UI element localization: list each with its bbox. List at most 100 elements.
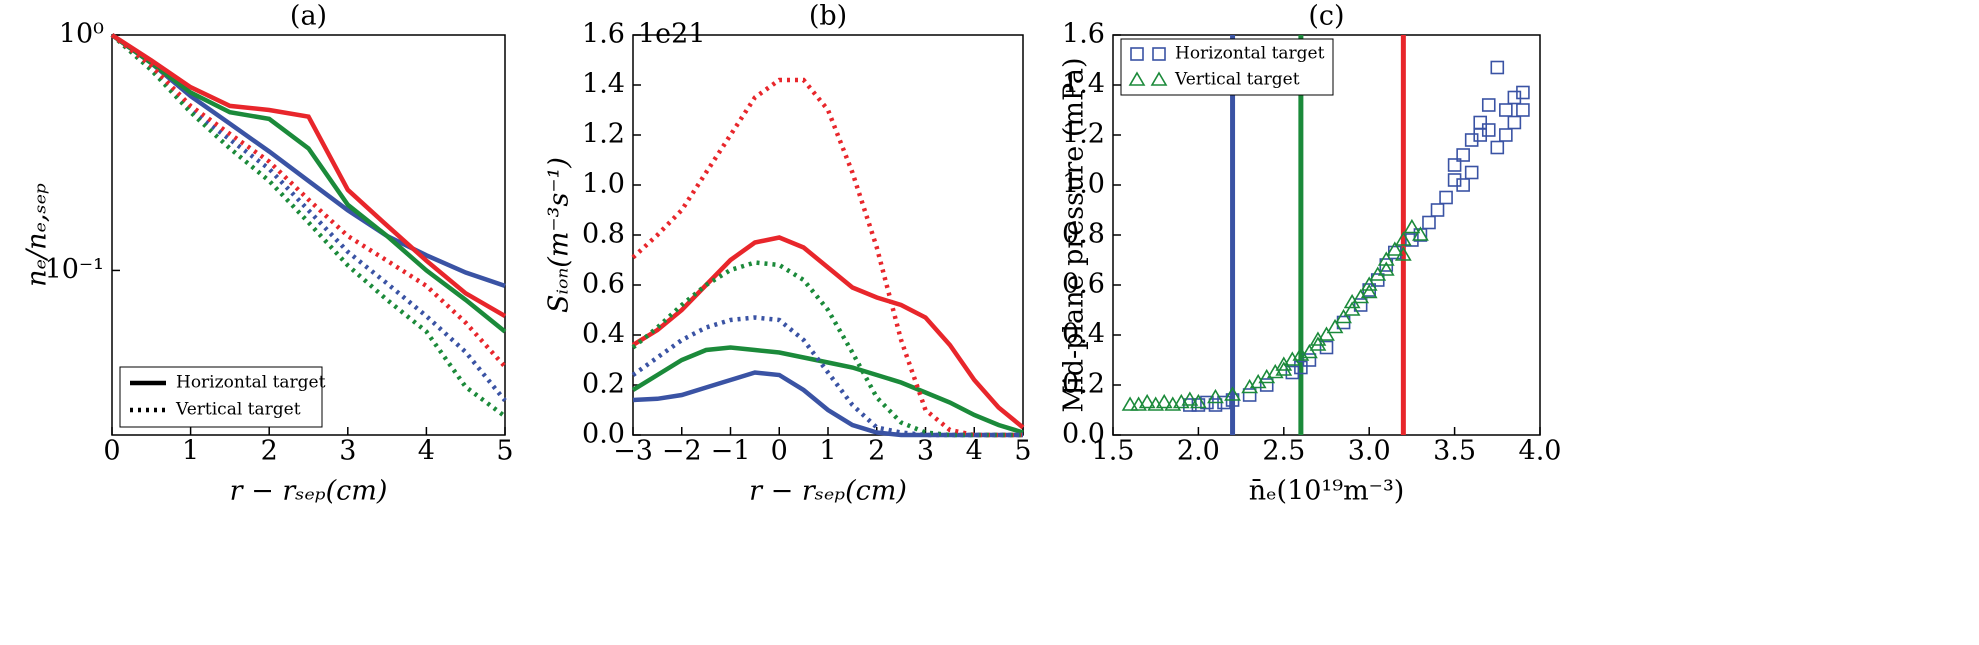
y-tick-label: 10⁻¹: [45, 254, 104, 285]
triangle-marker: [1394, 246, 1412, 261]
triangle-marker: [1275, 361, 1293, 376]
panel-title: (a): [290, 1, 327, 32]
triangle-marker: [1207, 388, 1224, 404]
legend-label: Vertical target: [175, 400, 301, 420]
triangle-marker: [1360, 283, 1378, 299]
x-tick-label: 4: [418, 436, 435, 467]
panel: (b) r − rₛₑₚ(cm) Sᵢₒₙ(m⁻³s⁻¹) 1e21 −3 −2 −1 0 1 2…: [544, 1, 1032, 507]
triangle-marker: [1301, 343, 1318, 359]
plot-frame: [632, 34, 1024, 436]
x-tick-label: −2: [662, 436, 702, 467]
offset-text: 1e21: [638, 19, 706, 50]
legend-label: Vertical target: [1174, 70, 1300, 90]
legend-label: Horizontal target: [1175, 44, 1325, 64]
square-marker: [1294, 360, 1308, 375]
y-tick-label: 1.6: [1062, 19, 1105, 50]
triangle-marker: [1275, 356, 1293, 371]
x-tick-label: 4: [966, 436, 983, 467]
x-axis-label: r − rₛₑₚ(cm): [749, 476, 907, 507]
data-line: [631, 345, 1024, 435]
x-tick-label: 3: [917, 436, 934, 467]
triangle-marker: [1309, 336, 1327, 351]
y-tick-label: 1.4: [1062, 69, 1105, 100]
data-line: [110, 33, 507, 369]
triangle-marker: [1318, 326, 1335, 341]
triangle-marker: [1335, 308, 1352, 324]
square-marker: [1285, 365, 1300, 380]
x-axis-label: r − rₛₑₚ(cm): [230, 476, 388, 507]
y-tick-label: 10⁰: [59, 19, 104, 50]
triangle-marker: [1403, 218, 1421, 234]
data-line: [631, 77, 1023, 438]
square-marker: [1464, 165, 1479, 180]
y-tick-label: 0.2: [1062, 369, 1105, 400]
y-tick-label: 0.6: [582, 269, 625, 300]
square-marker: [1490, 140, 1505, 155]
square-marker: [1507, 90, 1522, 105]
panel-title: (c): [1308, 1, 1344, 32]
triangle-marker: [1352, 288, 1370, 304]
triangle-marker: [1150, 71, 1168, 86]
triangle-marker: [1283, 351, 1301, 366]
square-marker: [1439, 190, 1453, 205]
y-tick-label: 1.6: [582, 19, 625, 50]
triangle-marker: [1412, 226, 1429, 241]
square-marker: [1152, 47, 1166, 61]
panel: (a) r − rₛₑₚ(cm) nₑ/nₑ,ₛₑₚ 0 1 2 3 4 5 10⁰ 10⁻¹ Hor…: [22, 1, 514, 507]
square-marker: [1464, 133, 1479, 147]
x-tick-label: 2: [868, 436, 885, 467]
square-marker: [1456, 178, 1470, 192]
square-marker: [1130, 47, 1144, 61]
triangle-marker: [1181, 391, 1199, 406]
y-tick-label: 0.4: [1062, 319, 1105, 350]
data-line: [110, 33, 507, 319]
plot-frame: [111, 34, 506, 436]
x-tick-label: 0: [103, 436, 120, 467]
data-line: [631, 235, 1025, 430]
triangle-marker: [1249, 373, 1267, 389]
x-tick-label: 1.5: [1092, 436, 1135, 467]
x-tick-label: 2: [261, 436, 278, 467]
x-tick-label: −1: [711, 436, 751, 467]
y-tick-label: 1.2: [582, 119, 625, 150]
triangle-marker: [1326, 318, 1344, 334]
x-tick-label: 3.5: [1433, 436, 1476, 467]
x-tick-label: 5: [1014, 436, 1031, 467]
triangle-marker: [1309, 331, 1327, 346]
y-tick-label: 0.0: [582, 419, 625, 450]
y-tick-label: 1.0: [582, 169, 625, 200]
square-marker: [1447, 158, 1462, 172]
triangle-marker: [1224, 386, 1241, 401]
y-tick-label: 0.0: [1062, 419, 1105, 450]
y-axis-label: Mid-plane pressure (mPa): [1059, 57, 1090, 412]
square-marker: [1516, 85, 1530, 100]
y-tick-label: 0.4: [582, 319, 625, 350]
triangle-marker: [1394, 231, 1412, 246]
square-marker: [1259, 378, 1274, 392]
x-axis-label: n̄ₑ(10¹⁹m⁻³): [1249, 476, 1405, 507]
square-marker: [1422, 215, 1436, 230]
data-line: [632, 370, 1023, 438]
triangle-marker: [1377, 251, 1395, 266]
triangle-marker: [1343, 301, 1361, 316]
square-marker: [1499, 128, 1513, 142]
x-tick-label: 3: [339, 436, 356, 467]
data-line: [110, 33, 507, 419]
square-marker: [1516, 103, 1530, 117]
x-tick-label: 4.0: [1519, 436, 1562, 467]
x-tick-label: 2.0: [1177, 436, 1220, 467]
square-marker: [1481, 123, 1496, 137]
square-marker: [1208, 398, 1223, 412]
y-tick-label: 1.4: [582, 69, 625, 100]
y-tick-label: 0.2: [582, 369, 625, 400]
panel: (c)n̄ₑ(10¹⁹m⁻³)Mid-plane pressure (mPa)1…: [1059, 1, 1562, 507]
y-tick-label: 0.6: [1062, 269, 1105, 300]
legend-box: [119, 366, 323, 428]
square-marker: [1507, 115, 1522, 130]
y-tick-label: 0.8: [582, 219, 625, 250]
square-marker: [1447, 173, 1462, 187]
triangle-marker: [1241, 378, 1259, 394]
x-tick-label: −3: [613, 436, 653, 467]
triangle-marker: [1377, 261, 1395, 276]
